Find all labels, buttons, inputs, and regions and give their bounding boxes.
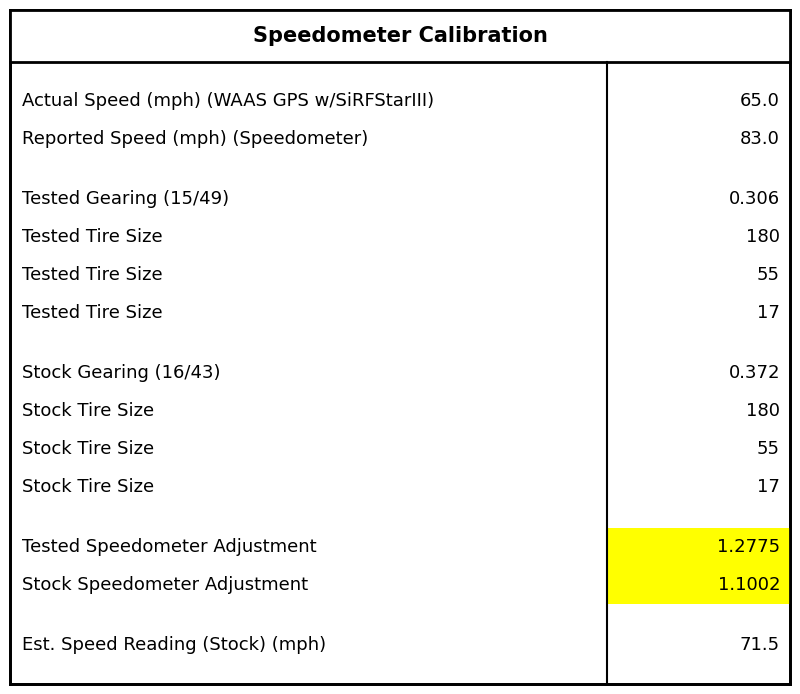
Text: 0.372: 0.372 xyxy=(729,364,780,382)
Text: Stock Gearing (16/43): Stock Gearing (16/43) xyxy=(22,364,221,382)
Bar xyxy=(10,10,790,62)
Text: Reported Speed (mph) (Speedometer): Reported Speed (mph) (Speedometer) xyxy=(22,130,368,148)
Bar xyxy=(606,566,790,604)
Text: Stock Tire Size: Stock Tire Size xyxy=(22,440,154,458)
Text: 1.2775: 1.2775 xyxy=(717,538,780,556)
Text: Tested Gearing (15/49): Tested Gearing (15/49) xyxy=(22,190,229,208)
Text: Stock Speedometer Adjustment: Stock Speedometer Adjustment xyxy=(22,576,308,594)
Text: 180: 180 xyxy=(746,402,780,420)
Text: 65.0: 65.0 xyxy=(740,92,780,110)
Text: Tested Tire Size: Tested Tire Size xyxy=(22,304,162,322)
Text: Tested Speedometer Adjustment: Tested Speedometer Adjustment xyxy=(22,538,317,556)
Text: 0.306: 0.306 xyxy=(729,190,780,208)
Text: 83.0: 83.0 xyxy=(740,130,780,148)
Text: 17: 17 xyxy=(757,478,780,496)
Text: 1.1002: 1.1002 xyxy=(718,576,780,594)
Text: 55: 55 xyxy=(757,440,780,458)
Text: Tested Tire Size: Tested Tire Size xyxy=(22,266,162,284)
Text: 180: 180 xyxy=(746,228,780,246)
Text: 71.5: 71.5 xyxy=(740,636,780,654)
Text: Stock Tire Size: Stock Tire Size xyxy=(22,402,154,420)
Text: Est. Speed Reading (Stock) (mph): Est. Speed Reading (Stock) (mph) xyxy=(22,636,326,654)
Text: Stock Tire Size: Stock Tire Size xyxy=(22,478,154,496)
Text: Speedometer Calibration: Speedometer Calibration xyxy=(253,26,547,46)
Text: Tested Tire Size: Tested Tire Size xyxy=(22,228,162,246)
Text: Actual Speed (mph) (WAAS GPS w/SiRFStarIII): Actual Speed (mph) (WAAS GPS w/SiRFStarI… xyxy=(22,92,434,110)
Text: 55: 55 xyxy=(757,266,780,284)
Bar xyxy=(606,528,790,566)
Text: 17: 17 xyxy=(757,304,780,322)
